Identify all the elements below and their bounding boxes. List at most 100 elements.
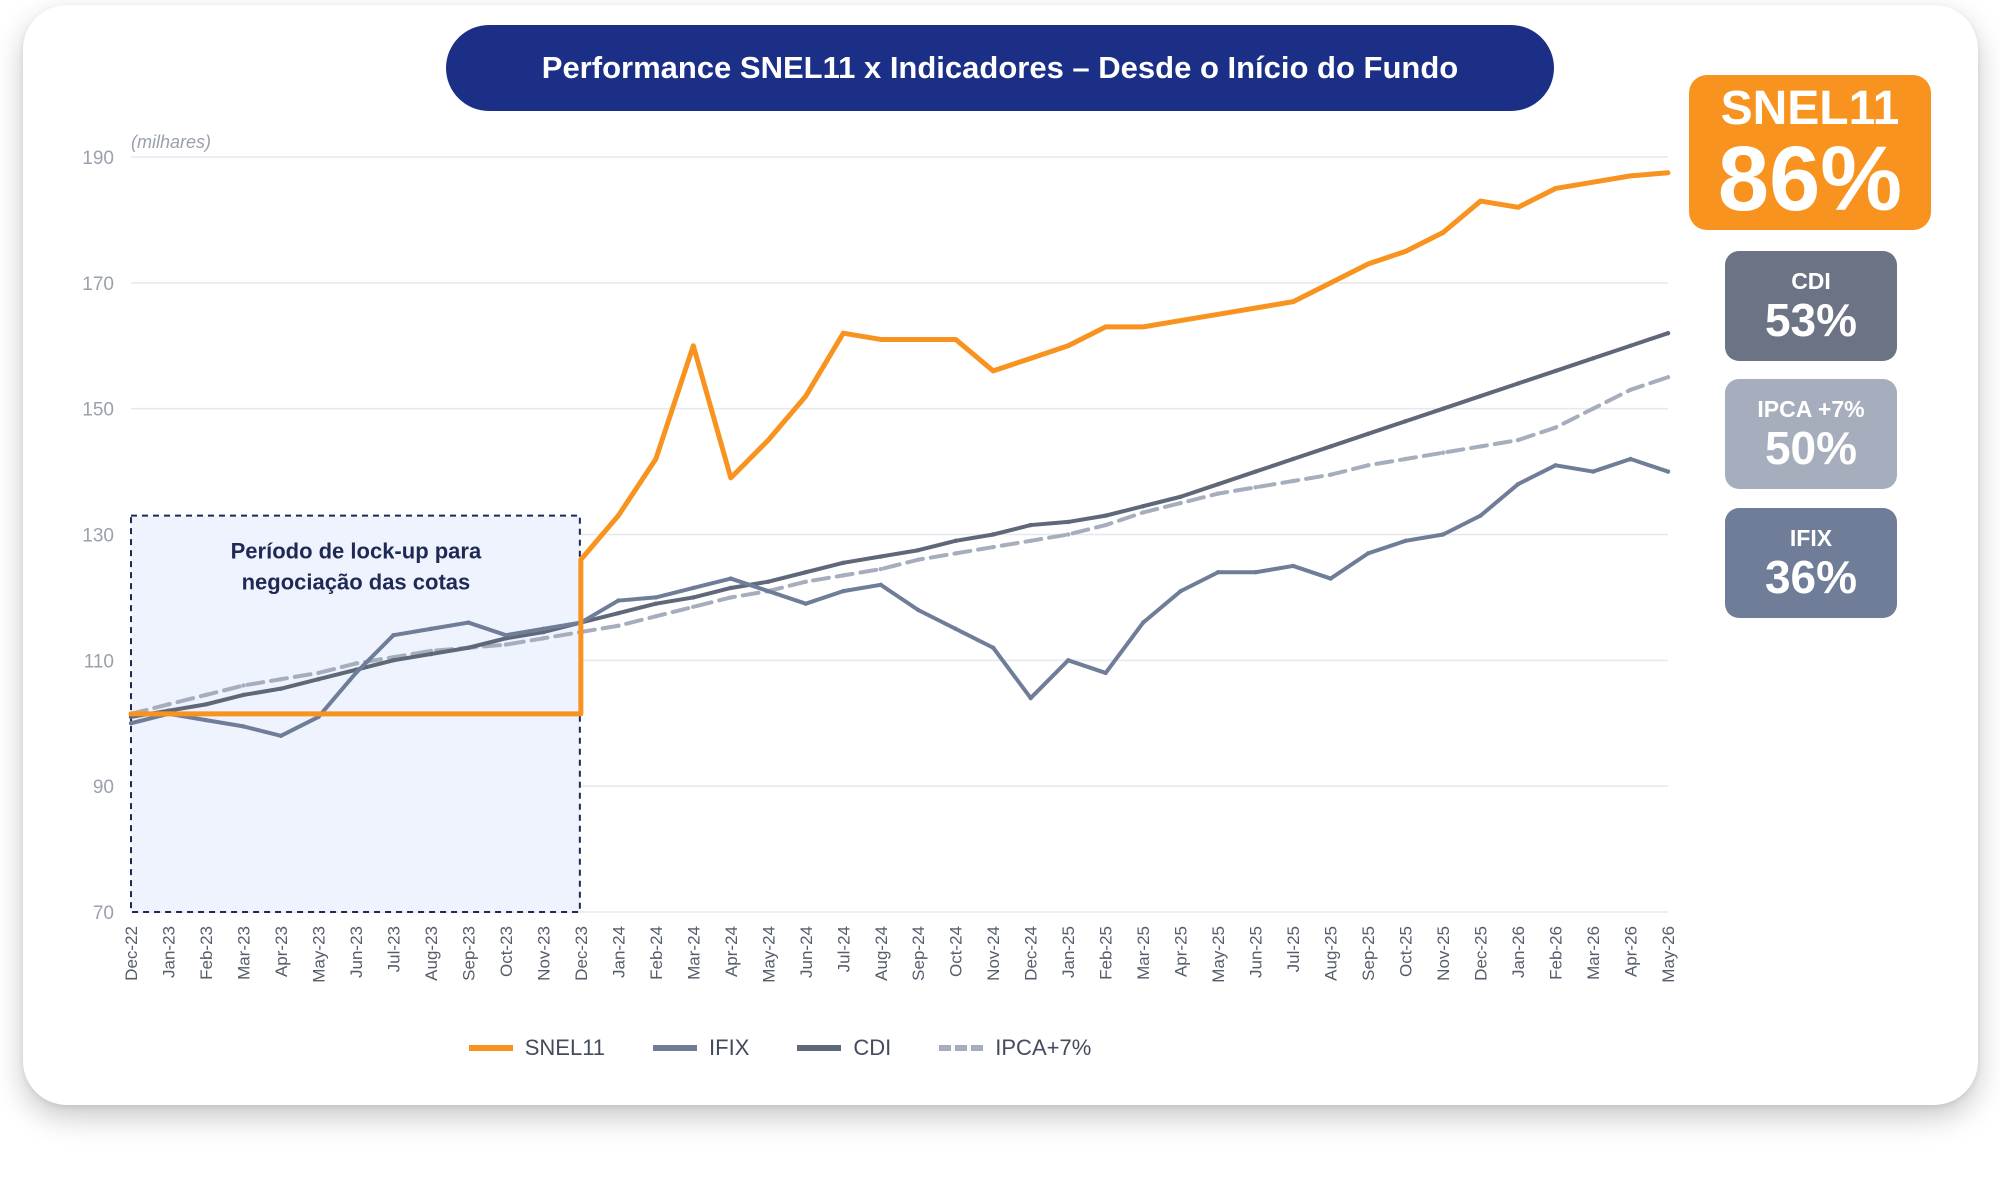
- data-point-snel11: [466, 711, 471, 717]
- data-point-cdi: [1103, 513, 1108, 518]
- x-tick-label: Jan-23: [159, 926, 178, 978]
- x-tick-label: Aug-24: [872, 926, 891, 981]
- data-point-snel11: [691, 343, 696, 348]
- data-point-cdi: [316, 677, 321, 682]
- legend-item-cdi[interactable]: CDI: [797, 1035, 891, 1061]
- data-point-ifix: [728, 576, 734, 581]
- data-point-snel11: [1515, 205, 1521, 210]
- data-point-ifix: [1215, 570, 1221, 575]
- data-point-ifix: [1290, 563, 1296, 569]
- x-tick-label: Jul-24: [834, 926, 853, 972]
- data-point-snel11: [878, 337, 883, 342]
- x-tick-label: Jul-23: [384, 926, 403, 972]
- legend: SNEL11 IFIX CDI IPCA+7%: [0, 1030, 1560, 1066]
- data-point-cdi: [1253, 469, 1258, 474]
- data-point-ifix: [1515, 481, 1521, 487]
- data-point-snel11: [391, 711, 396, 717]
- data-point-ifix: [1553, 463, 1558, 468]
- data-point-snel11: [1403, 249, 1408, 254]
- legend-swatch-snel11: [468, 1045, 513, 1051]
- series-line-ipca7: [129, 375, 1670, 716]
- y-axis-label: (milhares): [131, 132, 211, 152]
- data-point-ipca7: [1403, 456, 1408, 462]
- x-tick-label: Feb-26: [1547, 926, 1566, 980]
- data-point-cdi: [241, 692, 246, 698]
- data-point-cdi: [428, 651, 434, 657]
- data-point-ipca7: [1440, 450, 1446, 455]
- x-tick-label: Mar-23: [234, 926, 253, 980]
- data-point-snel11: [653, 456, 659, 462]
- data-point-ipca7: [1178, 500, 1183, 506]
- data-point-ifix: [1440, 532, 1446, 537]
- data-point-ipca7: [203, 692, 209, 698]
- data-point-cdi: [691, 595, 696, 600]
- data-point-ifix: [203, 717, 209, 723]
- data-point-snel11: [1028, 356, 1033, 361]
- data-point-cdi: [841, 560, 846, 566]
- data-point-ifix: [766, 588, 771, 594]
- legend-label-cdi: CDI: [853, 1035, 892, 1060]
- data-point-cdi: [1365, 431, 1371, 437]
- data-point-ifix: [1028, 695, 1033, 701]
- data-point-ipca7: [841, 573, 846, 578]
- legend-item-snel11[interactable]: SNEL11: [468, 1035, 606, 1061]
- x-tick-label: Feb-24: [647, 926, 666, 980]
- x-tick-label: Sep-24: [909, 926, 928, 981]
- data-point-ipca7: [691, 604, 696, 610]
- data-point-ifix: [1665, 469, 1671, 474]
- data-point-cdi: [991, 532, 996, 537]
- data-point-cdi: [766, 579, 771, 584]
- data-point-ifix: [1178, 588, 1183, 594]
- data-point-snel11: [728, 475, 734, 481]
- lockup-label-line1: Período de lock-up para: [231, 539, 482, 564]
- data-point-ifix: [878, 582, 883, 588]
- data-point-ifix: [616, 598, 621, 603]
- data-point-snel11: [841, 330, 846, 336]
- data-point-snel11: [353, 711, 359, 717]
- data-point-snel11: [1440, 230, 1446, 235]
- data-point-ifix: [1140, 620, 1146, 625]
- data-point-cdi: [953, 538, 958, 543]
- chart-title: Performance SNEL11 x Indicadores – Desde…: [446, 25, 1554, 111]
- data-point-ipca7: [991, 544, 996, 550]
- data-point-ifix: [241, 724, 246, 729]
- x-tick-label: May-25: [1209, 926, 1228, 983]
- data-point-snel11: [128, 711, 134, 717]
- data-point-cdi: [1628, 343, 1633, 348]
- legend-item-ifix[interactable]: IFIX: [653, 1035, 749, 1061]
- badge-cdi: CDI 53%: [1725, 251, 1897, 361]
- data-point-ifix: [353, 670, 359, 676]
- x-tick-label: Dec-23: [572, 926, 591, 981]
- badge-ifix-value: 36%: [1764, 550, 1858, 603]
- data-point-ipca7: [503, 642, 509, 647]
- badge-cdi-name: CDI: [1791, 267, 1831, 294]
- x-tick-label: Jul-25: [1284, 926, 1303, 972]
- x-tick-label: Nov-24: [984, 926, 1003, 981]
- data-point-snel11: [428, 711, 434, 717]
- badge-cdi-value: 53%: [1764, 293, 1858, 346]
- badge-snel11: SNEL11 86%: [1689, 75, 1931, 230]
- legend-label-snel11: SNEL11: [524, 1035, 606, 1060]
- data-point-ipca7: [1290, 478, 1296, 484]
- x-tick-label: Apr-25: [1172, 926, 1191, 977]
- data-point-snel11: [1253, 305, 1258, 311]
- x-tick-label: Oct-25: [1397, 926, 1416, 977]
- data-point-cdi: [1290, 456, 1296, 462]
- data-point-cdi: [1028, 522, 1033, 528]
- data-point-snel11: [1178, 318, 1183, 323]
- data-point-ipca7: [353, 661, 359, 666]
- legend-item-ipca[interactable]: IPCA+7%: [939, 1035, 1091, 1061]
- data-point-snel11: [916, 337, 921, 342]
- data-point-ipca7: [1103, 522, 1108, 528]
- data-point-snel11: [1553, 186, 1558, 191]
- data-point-snel11: [1590, 179, 1596, 185]
- data-point-ifix: [1103, 670, 1108, 676]
- data-point-cdi: [616, 610, 621, 616]
- data-point-cdi: [1515, 381, 1521, 386]
- data-point-ipca7: [278, 677, 284, 682]
- data-point-snel11: [166, 711, 171, 717]
- data-point-cdi: [1590, 356, 1596, 361]
- data-point-snel11: [803, 393, 808, 399]
- data-point-cdi: [466, 645, 471, 650]
- y-tick-label: 150: [82, 400, 114, 421]
